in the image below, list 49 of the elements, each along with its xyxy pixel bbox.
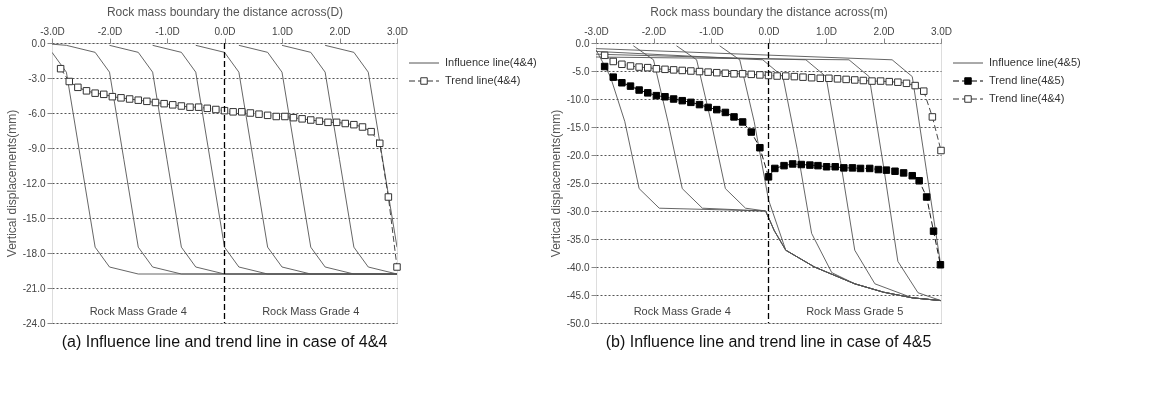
legend-label: Influence line(4&5) xyxy=(989,56,1081,68)
y-tick-label: -35.0 xyxy=(566,233,590,245)
y-tick-label: -50.0 xyxy=(566,317,590,329)
y-tick-label: -10.0 xyxy=(566,93,590,105)
annotation: Rock Mass Grade 5 xyxy=(806,305,904,317)
y-tick-label: -12.0 xyxy=(22,177,46,189)
text: (b) Influence line and trend line in case of 4&5 xyxy=(605,333,932,350)
annotation: Rock Mass Grade 4 xyxy=(262,305,360,317)
x-tick-label: 3.0D xyxy=(386,25,409,37)
x-tick-label: 1.0D xyxy=(815,25,838,37)
y-tick-label: -6.0 xyxy=(28,107,46,119)
y-tick-label: -25.0 xyxy=(566,177,590,189)
x-tick-label: -1.0D xyxy=(699,25,724,37)
legend-label: Trend line(4&4) xyxy=(445,74,521,86)
x-tick-label: -2.0D xyxy=(641,25,667,37)
y-tick-label: -9.0 xyxy=(28,142,46,154)
x-tick-label: -1.0D xyxy=(155,25,180,37)
y-axis-title: Vertical displacements(mm) xyxy=(4,109,19,258)
x-tick-label: 0.0D xyxy=(758,25,780,37)
text: (a) Influence line and trend line in case of 4&4 xyxy=(61,333,388,350)
x-tick-label: 1.0D xyxy=(271,25,294,37)
annotation: Rock Mass Grade 4 xyxy=(633,305,731,317)
x-axis-title: Rock mass boundary the distance across(m) xyxy=(650,4,888,19)
x-axis-title: Rock mass boundary the distance across(D) xyxy=(106,4,344,19)
y-tick-label: 0.0 xyxy=(575,37,590,49)
y-tick-label: -15.0 xyxy=(566,121,590,133)
y-tick-label: -24.0 xyxy=(22,317,46,329)
x-tick-label: -3.0D xyxy=(584,25,609,37)
y-tick-label: -40.0 xyxy=(566,261,590,273)
y-tick-label: -21.0 xyxy=(22,282,46,294)
x-tick-label: 2.0D xyxy=(873,25,895,37)
x-tick-label: -3.0D xyxy=(40,25,65,37)
y-tick-label: -18.0 xyxy=(22,247,46,259)
x-tick-label: 3.0D xyxy=(930,25,953,37)
y-tick-label: -5.0 xyxy=(572,65,590,77)
y-tick-label: -45.0 xyxy=(566,289,590,301)
x-tick-label: -2.0D xyxy=(97,25,123,37)
y-axis-title: Vertical displacements(mm) xyxy=(548,109,563,258)
legend-label: Trend line(4&5) xyxy=(989,74,1065,86)
y-tick-label: -20.0 xyxy=(566,149,590,161)
y-tick-label: 0.0 xyxy=(31,37,46,49)
x-tick-label: 0.0D xyxy=(214,25,236,37)
legend-label: Influence line(4&4) xyxy=(445,56,537,68)
legend-label: Trend line(4&4) xyxy=(989,92,1065,104)
annotation: Rock Mass Grade 4 xyxy=(89,305,187,317)
x-tick-label: 2.0D xyxy=(329,25,351,37)
y-tick-label: -15.0 xyxy=(22,212,46,224)
y-tick-label: -3.0 xyxy=(28,72,46,84)
y-tick-label: -30.0 xyxy=(566,205,590,217)
